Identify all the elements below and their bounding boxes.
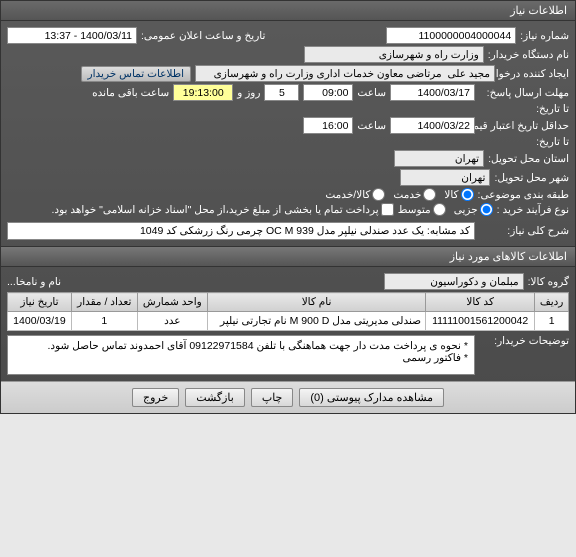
city-label: شهر محل تحویل: bbox=[494, 172, 569, 184]
buyer-note-label: توضیحات خریدار: bbox=[479, 335, 569, 347]
deadline-label: مهلت ارسال پاسخ: bbox=[479, 87, 569, 99]
nameless-label: نام و نامخا... bbox=[7, 276, 61, 288]
province-label: استان محل تحویل: bbox=[488, 153, 569, 165]
announce-field[interactable] bbox=[7, 27, 137, 44]
days-field bbox=[264, 84, 299, 101]
pay-checkbox[interactable]: پرداخت تمام یا بخشی از مبلغ خرید،از محل … bbox=[52, 203, 394, 216]
process-radio-group: جزیی متوسط bbox=[398, 203, 493, 216]
need-no-label: شماره نیاز: bbox=[520, 30, 569, 42]
footer-toolbar: مشاهده مدارک پیوستی (0) چاپ بازگشت خروج bbox=[1, 381, 575, 413]
time-label-2: ساعت bbox=[357, 120, 386, 132]
exit-button[interactable]: خروج bbox=[132, 388, 179, 407]
radio-partial[interactable]: جزیی bbox=[454, 203, 493, 216]
items-table: ردیف کد کالا نام کالا واحد شمارش تعداد /… bbox=[7, 292, 569, 331]
th-qty: تعداد / مقدار bbox=[71, 293, 137, 312]
need-info-panel: اطلاعات نیاز شماره نیاز: تاریخ و ساعت اع… bbox=[0, 0, 576, 414]
process-label: نوع فرآیند خرید : bbox=[497, 204, 569, 216]
print-button[interactable]: چاپ bbox=[251, 388, 294, 407]
contact-buyer-button[interactable]: اطلاعات تماس خریدار bbox=[81, 66, 191, 82]
province-field bbox=[394, 150, 484, 167]
desc-label: شرح کلی نیاز: bbox=[479, 225, 569, 237]
items-section-header: اطلاعات کالاهای مورد نیاز bbox=[1, 246, 575, 267]
item-group-field bbox=[384, 273, 524, 290]
price-valid-date[interactable] bbox=[390, 117, 475, 134]
deadline-time[interactable] bbox=[303, 84, 353, 101]
creator-label: ایجاد کننده درخواست: bbox=[499, 68, 569, 80]
table-header-row: ردیف کد کالا نام کالا واحد شمارش تعداد /… bbox=[8, 293, 569, 312]
price-valid-time[interactable] bbox=[303, 117, 353, 134]
th-unit: واحد شمارش bbox=[137, 293, 207, 312]
panel-title: اطلاعات نیاز bbox=[1, 1, 575, 21]
radio-goods-service[interactable]: کالا/خدمت bbox=[325, 188, 385, 201]
table-row[interactable]: 1 11111001561200042 صندلی مدیریتی مدل M … bbox=[8, 312, 569, 331]
group-label: طبقه بندی موضوعی: bbox=[478, 189, 569, 201]
org-field bbox=[304, 46, 484, 63]
need-no-field[interactable] bbox=[386, 27, 516, 44]
attachments-button[interactable]: مشاهده مدارک پیوستی (0) bbox=[299, 388, 444, 407]
category-radio-group: کالا خدمت کالا/خدمت bbox=[325, 188, 473, 201]
price-valid-label: حداقل تاریخ اعتبار قیمت: bbox=[479, 120, 569, 132]
th-index: ردیف bbox=[535, 293, 569, 312]
days-label: روز و bbox=[237, 87, 260, 99]
creator-field bbox=[195, 65, 495, 82]
th-code: کد کالا bbox=[426, 293, 535, 312]
th-name: نام کالا bbox=[208, 293, 426, 312]
until-label-2: تا تاریخ: bbox=[479, 136, 569, 148]
until-label-1: تا تاریخ: bbox=[479, 103, 569, 115]
radio-medium[interactable]: متوسط bbox=[398, 203, 446, 216]
city-field bbox=[400, 169, 490, 186]
deadline-date[interactable] bbox=[390, 84, 475, 101]
item-group-label: گروه کالا: bbox=[528, 276, 569, 288]
time-label-1: ساعت bbox=[357, 87, 386, 99]
announce-label: تاریخ و ساعت اعلان عمومی: bbox=[141, 30, 265, 42]
th-date: تاریخ نیاز bbox=[8, 293, 72, 312]
remain-label: ساعت باقی مانده bbox=[92, 87, 169, 99]
buyer-note-text: * نحوه ی پرداخت مدت دار جهت هماهنگی با ت… bbox=[7, 335, 475, 375]
hms-field bbox=[173, 84, 233, 101]
desc-text: کد مشابه: یک عدد صندلی نیلپر مدل OC M 93… bbox=[7, 222, 475, 240]
back-button[interactable]: بازگشت bbox=[185, 388, 245, 407]
radio-service[interactable]: خدمت bbox=[393, 188, 436, 201]
radio-goods[interactable]: کالا bbox=[444, 188, 473, 201]
org-label: نام دستگاه خریدار: bbox=[488, 49, 569, 61]
